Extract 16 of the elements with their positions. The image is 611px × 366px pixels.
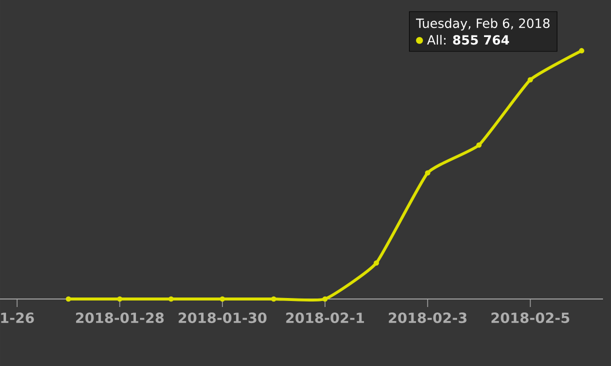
point <box>528 77 533 82</box>
point <box>424 170 430 176</box>
x-tick-label: 2018-01-28 <box>76 312 164 324</box>
point <box>374 260 380 266</box>
x-tick-label: 2018-02-5 <box>492 312 570 324</box>
x-tick-label: 1-26 <box>1 312 34 324</box>
point <box>117 296 122 302</box>
text: All: 855 764 <box>427 34 510 45</box>
point <box>271 296 276 302</box>
point <box>322 296 328 302</box>
x-tick-label: 2018-01-30 <box>178 312 266 324</box>
text: Tuesday, Feb 6, 2018 <box>416 18 550 31</box>
x-tick-label: 2018-02-3 <box>388 312 466 324</box>
point <box>578 48 584 54</box>
point <box>476 142 482 148</box>
x-tick-label: 2018-02-1 <box>286 312 364 324</box>
